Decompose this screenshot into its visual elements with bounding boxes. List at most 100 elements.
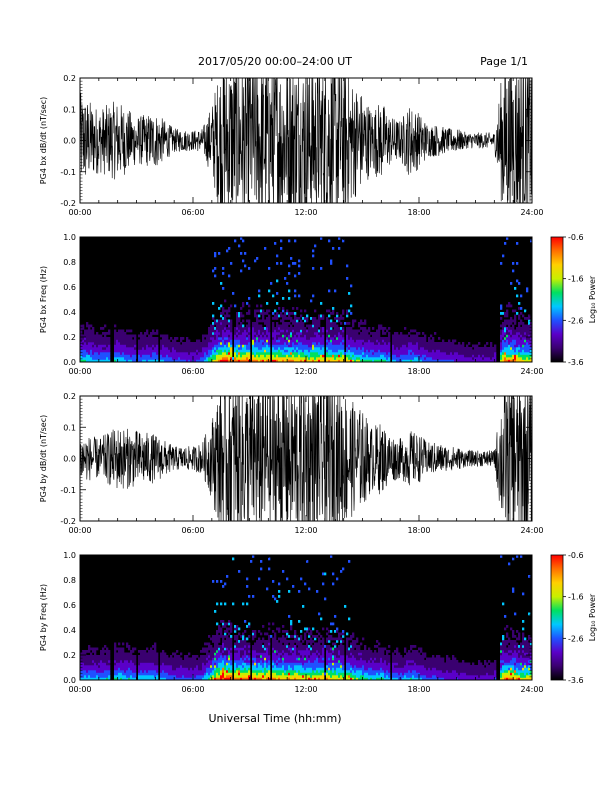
spectrogram-cell xyxy=(140,652,143,656)
spectrogram-cell xyxy=(164,359,167,362)
spectrogram-cell xyxy=(320,237,323,240)
spectrogram-cell xyxy=(264,642,267,646)
spectrogram-cell xyxy=(282,640,285,643)
spectrogram-cell xyxy=(140,354,143,358)
spectrogram-cell xyxy=(262,309,265,313)
spectrogram-cell xyxy=(286,657,289,661)
spectrogram-cell xyxy=(168,339,171,343)
spectrogram-cell xyxy=(246,337,249,340)
spectrogram-cell xyxy=(166,349,169,353)
spectrogram-cell xyxy=(286,329,289,333)
spectrogram-cell xyxy=(294,630,297,633)
spectrogram-cell xyxy=(296,672,299,676)
spectrogram-cell xyxy=(102,352,105,355)
spectrogram-cell xyxy=(248,670,251,673)
spectrogram-cell xyxy=(276,357,279,360)
spectrogram-cell xyxy=(208,672,211,676)
spectrogram-cell xyxy=(252,339,255,343)
spectrogram-cell xyxy=(284,672,287,676)
spectrogram-cell xyxy=(272,652,275,656)
spectrogram-cell xyxy=(350,342,353,345)
spectrogram-cell xyxy=(244,354,247,358)
spectrogram-cell xyxy=(226,575,229,578)
spectrogram-cell xyxy=(126,334,129,338)
spectrogram-cell xyxy=(530,349,532,353)
spectrogram-cell xyxy=(362,354,365,358)
spectrogram-cell xyxy=(182,354,185,358)
spectrogram-cell xyxy=(86,650,89,653)
spectrogram-cell xyxy=(98,672,101,676)
spectrogram-cell xyxy=(260,304,263,308)
spectrogram-cell xyxy=(302,359,305,362)
spectrogram-cell xyxy=(248,352,251,355)
spectrogram-cell xyxy=(294,347,297,350)
spectrogram-cell xyxy=(262,637,265,641)
spectrogram-cell xyxy=(102,359,105,362)
spectrogram-cell xyxy=(282,670,285,673)
spectrogram-cell xyxy=(220,580,223,583)
spectrogram-cell xyxy=(354,342,357,345)
spectrogram-cell xyxy=(302,329,305,333)
spectrogram-cell xyxy=(508,329,511,333)
spectrogram-cell xyxy=(526,287,529,290)
spectrogram-cell xyxy=(88,354,91,358)
spectrogram-cell xyxy=(510,339,513,343)
spectrogram-cell xyxy=(330,352,333,355)
spectrogram-cell xyxy=(346,309,349,313)
spectrogram-cell xyxy=(146,349,149,353)
spectrogram-cell xyxy=(92,332,95,335)
spectrogram-cell xyxy=(198,344,201,348)
spectrogram-cell xyxy=(96,334,99,338)
spectrogram-cell xyxy=(288,615,291,618)
spectrogram-cell xyxy=(124,665,127,668)
spectrogram-cell xyxy=(236,312,239,315)
spectrogram-cell xyxy=(252,555,255,558)
spectrogram-cell xyxy=(156,352,159,355)
spectrogram-cell xyxy=(116,647,119,651)
spectrogram-cell xyxy=(282,322,285,325)
spectrogram-cell xyxy=(342,334,345,338)
spectrogram-cell xyxy=(214,645,217,648)
spectrogram-cell xyxy=(386,329,389,333)
spectrogram-cell xyxy=(222,650,225,653)
spectrogram-cell xyxy=(86,670,89,673)
spectrogram-cell xyxy=(368,347,371,350)
spectrogram-cell xyxy=(100,342,103,345)
spectrogram-cell xyxy=(238,672,241,676)
spectrogram-cell xyxy=(86,354,89,358)
spectrogram-cell xyxy=(242,304,245,308)
spectrogram-cell xyxy=(196,672,199,676)
spectrogram-cell xyxy=(370,354,373,358)
spectrogram-cell xyxy=(340,317,343,320)
spectrogram-cell xyxy=(502,334,505,338)
spectrogram-cell xyxy=(218,359,221,362)
spectrogram-cell xyxy=(80,352,83,355)
spectrogram-cell xyxy=(280,324,283,328)
spectrogram-cell xyxy=(444,357,447,360)
spectrogram-cell xyxy=(168,672,171,676)
spectrogram-cell xyxy=(202,352,205,355)
spectrogram-cell xyxy=(500,304,503,308)
spectrogram-cell xyxy=(296,332,299,335)
spectrogram-cell xyxy=(224,319,227,323)
spectrogram-cell xyxy=(156,342,159,345)
spectrogram-cell xyxy=(82,672,85,676)
spectrogram-cell xyxy=(128,342,131,345)
spectrogram-cell xyxy=(134,342,137,345)
spectrogram-cell xyxy=(140,670,143,673)
spectrogram-cell xyxy=(128,337,131,340)
spectrogram-cell xyxy=(106,657,109,661)
spectrogram-cell xyxy=(210,672,213,676)
spectrogram-cell xyxy=(434,332,437,335)
spectrogram-cell xyxy=(200,672,203,676)
spectrogram-cell xyxy=(142,665,145,668)
spectrogram-cell xyxy=(378,339,381,343)
spectrogram-cell xyxy=(504,352,507,355)
spectrogram-cell xyxy=(428,339,431,343)
spectrogram-cell xyxy=(98,334,101,338)
spectrogram-cell xyxy=(370,337,373,340)
spectrogram-cell xyxy=(254,259,257,263)
spectrogram-cell xyxy=(208,357,211,360)
spectrogram-cell xyxy=(506,304,509,308)
spectrogram-cell xyxy=(178,675,181,678)
